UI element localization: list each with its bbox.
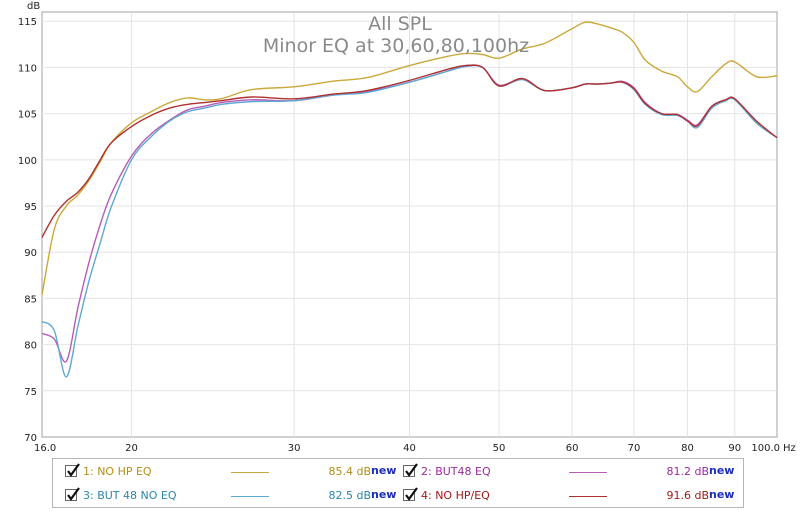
checkmark-icon <box>405 487 418 501</box>
checkbox-2[interactable] <box>403 463 418 477</box>
legend-swatch-1 <box>231 472 269 473</box>
legend-value-2: 81.2 dB <box>666 465 709 478</box>
new-badge-4[interactable]: new <box>709 488 735 501</box>
checkmark-icon <box>67 463 80 477</box>
gridlines <box>42 12 777 437</box>
checkbox-1[interactable] <box>65 463 80 477</box>
x-tick-label: 16.0 <box>34 443 56 454</box>
checkmark-icon <box>405 463 418 477</box>
legend-label-3: 3: BUT 48 NO EQ <box>83 489 177 502</box>
new-badge-3[interactable]: new <box>371 488 397 501</box>
series-line-1 <box>41 21 778 295</box>
x-tick-label: 60 <box>566 443 579 454</box>
y-tick-label: 105 <box>18 110 37 121</box>
chart-title: All SPL <box>368 13 432 35</box>
checkbox-3[interactable] <box>65 487 80 501</box>
y-tick-label: 85 <box>24 294 37 305</box>
legend-item-2[interactable]: 2: BUT48 EQ 81.2 dB new <box>403 463 743 483</box>
new-badge-2[interactable]: new <box>709 464 735 477</box>
tick-labels: 16.0 20 30 40 50 60 70 80 90 100.0 70 75 80 85 90 95 100… <box>18 17 780 454</box>
legend-item-1[interactable]: 1: NO HP EQ 85.4 dB new <box>65 463 405 483</box>
checkmark-icon <box>67 487 80 501</box>
y-unit-label: dB <box>27 1 40 12</box>
x-tick-label: 80 <box>681 443 694 454</box>
series-layer <box>41 21 778 378</box>
legend-value-4: 91.6 dB <box>666 489 709 502</box>
new-badge-1[interactable]: new <box>371 464 397 477</box>
legend-swatch-2 <box>569 472 607 473</box>
x-tick-label: 20 <box>125 443 138 454</box>
legend-item-3[interactable]: 3: BUT 48 NO EQ 82.5 dB new <box>65 487 405 507</box>
legend-label-1: 1: NO HP EQ <box>83 465 152 478</box>
x-tick-label: 90 <box>728 443 741 454</box>
legend-swatch-3 <box>231 496 269 497</box>
y-tick-label: 110 <box>18 63 37 74</box>
legend-value-1: 85.4 dB <box>328 465 371 478</box>
y-tick-label: 115 <box>18 17 37 28</box>
spl-chart: 16.0 20 30 40 50 60 70 80 90 100.0 70 75 80 85 90 95 100… <box>18 1 796 454</box>
y-tick-label: 80 <box>24 341 37 352</box>
legend-swatch-4 <box>569 496 607 497</box>
chart-subtitle: Minor EQ at 30,60,80,100hz <box>263 35 529 57</box>
checkbox-4[interactable] <box>403 487 418 501</box>
legend: 1: NO HP EQ 85.4 dB new 2: BUT48 EQ 81.2… <box>52 458 744 508</box>
series-line-4 <box>41 64 778 238</box>
legend-label-4: 4: NO HP/EQ <box>421 489 490 502</box>
y-tick-label: 75 <box>24 387 37 398</box>
y-tick-label: 95 <box>24 202 37 213</box>
legend-item-4[interactable]: 4: NO HP/EQ 91.6 dB new <box>403 487 743 507</box>
x-unit-label: Hz <box>783 443 796 454</box>
legend-value-3: 82.5 dB <box>328 489 371 502</box>
x-tick-label: 100.0 <box>751 443 780 454</box>
x-tick-label: 30 <box>288 443 301 454</box>
x-tick-label: 40 <box>403 443 416 454</box>
legend-label-2: 2: BUT48 EQ <box>421 465 491 478</box>
y-tick-label: 90 <box>24 248 37 259</box>
x-tick-label: 50 <box>493 443 506 454</box>
x-tick-label: 70 <box>628 443 641 454</box>
y-tick-label: 100 <box>18 156 37 167</box>
y-tick-label: 70 <box>24 433 37 444</box>
